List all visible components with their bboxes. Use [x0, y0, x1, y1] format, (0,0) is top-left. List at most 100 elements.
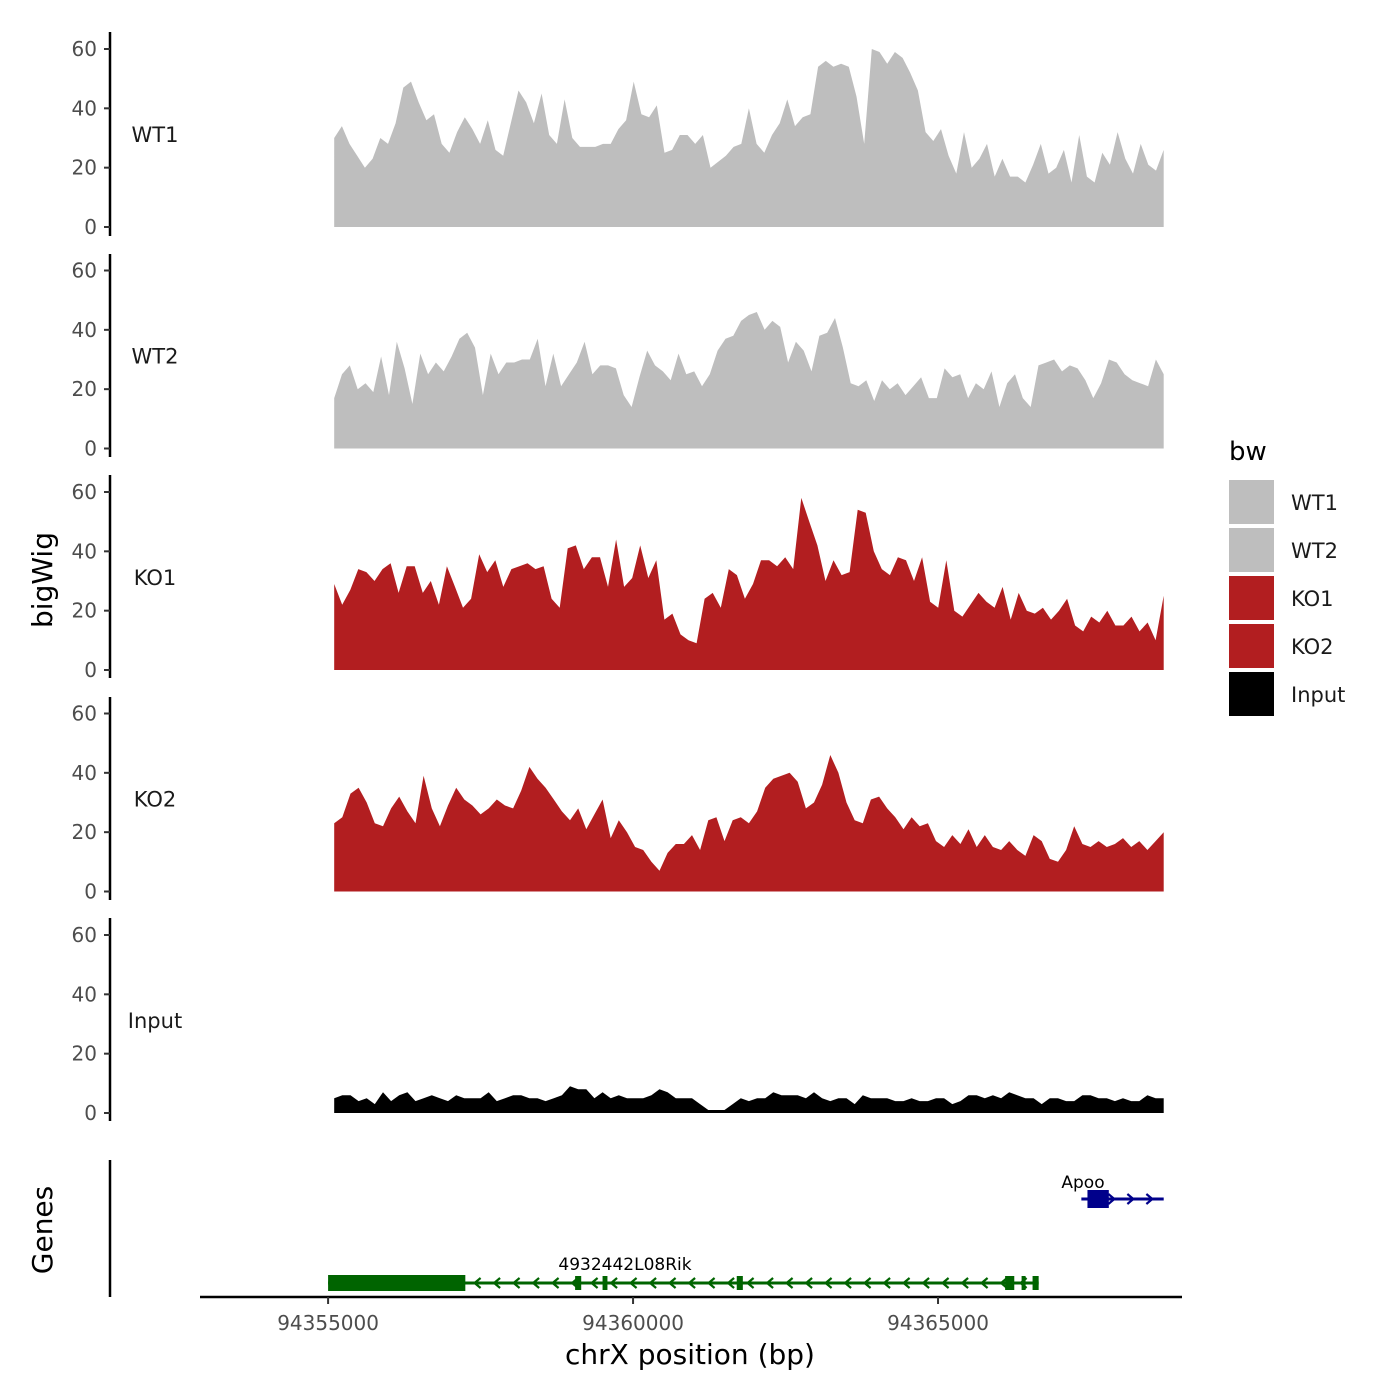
strand-chevron	[667, 1277, 677, 1289]
strand-chevron	[901, 1277, 911, 1289]
y-tick-label: 40	[72, 96, 97, 120]
exon	[1032, 1276, 1039, 1290]
track-wt2: 0 20 40 60 WT2	[72, 254, 1164, 461]
track-label: WT1	[132, 123, 179, 147]
exon	[575, 1276, 582, 1290]
y-tick-label: 20	[72, 377, 97, 401]
track-ko2: 0 20 40 60 KO2	[72, 697, 1164, 904]
genes-track-title: Genes	[26, 1186, 59, 1274]
legend-item-ko2: KO2	[1229, 624, 1334, 668]
strand-chevron	[609, 1277, 618, 1289]
strand-chevron	[999, 1277, 1008, 1289]
y-tick-label: 20	[72, 599, 97, 623]
y-tick-label: 0	[84, 880, 97, 904]
y-tick-label: 20	[72, 1042, 97, 1066]
strand-chevron	[589, 1277, 599, 1289]
y-tick-label: 60	[72, 923, 97, 947]
legend-title: bw	[1229, 437, 1267, 467]
legend-label: WT2	[1291, 539, 1338, 563]
legend-swatch	[1229, 624, 1274, 668]
strand-chevron	[492, 1277, 501, 1289]
legend-item-wt2: WT2	[1229, 528, 1338, 572]
y-tick-label: 60	[72, 37, 97, 61]
gene-label: Apoo	[1061, 1173, 1104, 1193]
strand-chevron	[531, 1277, 540, 1289]
x-tick-label: 94365000	[887, 1311, 989, 1335]
area-ko2	[334, 755, 1164, 892]
strand-chevron	[804, 1277, 813, 1289]
strand-chevron	[960, 1277, 969, 1289]
strand-chevron	[979, 1277, 989, 1289]
gene-apoo: Apoo	[1061, 1173, 1164, 1208]
exon	[1087, 1190, 1109, 1208]
x-tick-label: 94355000	[277, 1311, 379, 1335]
strand-chevron	[628, 1277, 638, 1289]
legend-label: KO2	[1291, 635, 1334, 659]
exon	[328, 1275, 466, 1291]
strand-chevron	[823, 1277, 833, 1289]
strand-chevron	[940, 1277, 950, 1289]
strand-chevron	[706, 1277, 716, 1289]
area-wt1	[334, 49, 1164, 227]
area-ko1	[334, 497, 1164, 670]
track-label: KO1	[134, 566, 177, 590]
y-tick-label: 0	[84, 1101, 97, 1125]
legend-swatch	[1229, 528, 1274, 572]
strand-chevron	[1107, 1193, 1117, 1205]
y-tick-label: 60	[72, 702, 97, 726]
x-tick-label: 94360000	[582, 1311, 684, 1335]
y-tick-label: 0	[84, 437, 97, 461]
legend-label: KO1	[1291, 587, 1334, 611]
y-axis-title: bigWig	[26, 532, 59, 628]
x-axis: 94355000 94360000 94365000	[200, 1295, 1182, 1335]
legend-swatch	[1229, 576, 1274, 620]
y-tick-label: 40	[72, 539, 97, 563]
exon	[1021, 1276, 1026, 1290]
legend-label: Input	[1291, 683, 1345, 707]
strand-chevron	[687, 1277, 696, 1289]
bigwig-tracks: 0 20 40 60 WT1 0 20 40 60 WT2 0 20 40 60 KO1 0 20 40 60 KO2…	[72, 32, 1164, 1125]
exon	[1005, 1276, 1015, 1290]
gene-4932442l08rik: 4932442L08Rik	[328, 1255, 1039, 1291]
y-tick-label: 40	[72, 761, 97, 785]
exon	[602, 1276, 608, 1290]
strand-chevron	[1145, 1193, 1155, 1205]
strand-chevron	[1126, 1193, 1136, 1205]
strand-chevron	[882, 1277, 891, 1289]
y-tick-label: 20	[72, 156, 97, 180]
track-wt1: 0 20 40 60 WT1	[72, 32, 1164, 239]
strand-chevron	[472, 1277, 482, 1289]
track-input: 0 20 40 60 Input	[72, 918, 1164, 1125]
gene-label: 4932442L08Rik	[558, 1255, 691, 1275]
legend-label: WT1	[1291, 491, 1338, 515]
y-tick-label: 60	[72, 259, 97, 283]
strand-chevron	[511, 1277, 521, 1289]
y-tick-label: 40	[72, 318, 97, 342]
track-label: Input	[128, 1009, 182, 1033]
area-input	[334, 1086, 1164, 1113]
strand-chevron	[843, 1277, 852, 1289]
y-tick-label: 40	[72, 982, 97, 1006]
legend-swatch	[1229, 480, 1274, 524]
y-tick-label: 60	[72, 480, 97, 504]
strand-chevron	[784, 1277, 794, 1289]
area-wt2	[334, 312, 1164, 449]
legend: bw WT1 WT2 KO1 KO2 Input	[1229, 437, 1345, 716]
strand-chevron	[726, 1277, 735, 1289]
legend-item-ko1: KO1	[1229, 576, 1334, 620]
strand-chevron	[648, 1277, 657, 1289]
x-axis-title: chrX position (bp)	[565, 1338, 815, 1371]
y-tick-label: 0	[84, 215, 97, 239]
strand-chevron	[862, 1277, 872, 1289]
legend-item-wt1: WT1	[1229, 480, 1338, 524]
genes-track: 4932442L08Rik Apoo	[108, 1160, 1164, 1297]
y-tick-label: 20	[72, 820, 97, 844]
strand-chevron	[765, 1277, 774, 1289]
strand-chevron	[745, 1277, 755, 1289]
legend-swatch	[1229, 672, 1274, 716]
strand-chevron	[550, 1277, 560, 1289]
y-tick-label: 0	[84, 658, 97, 682]
exon	[736, 1276, 743, 1290]
track-label: WT2	[132, 345, 179, 369]
